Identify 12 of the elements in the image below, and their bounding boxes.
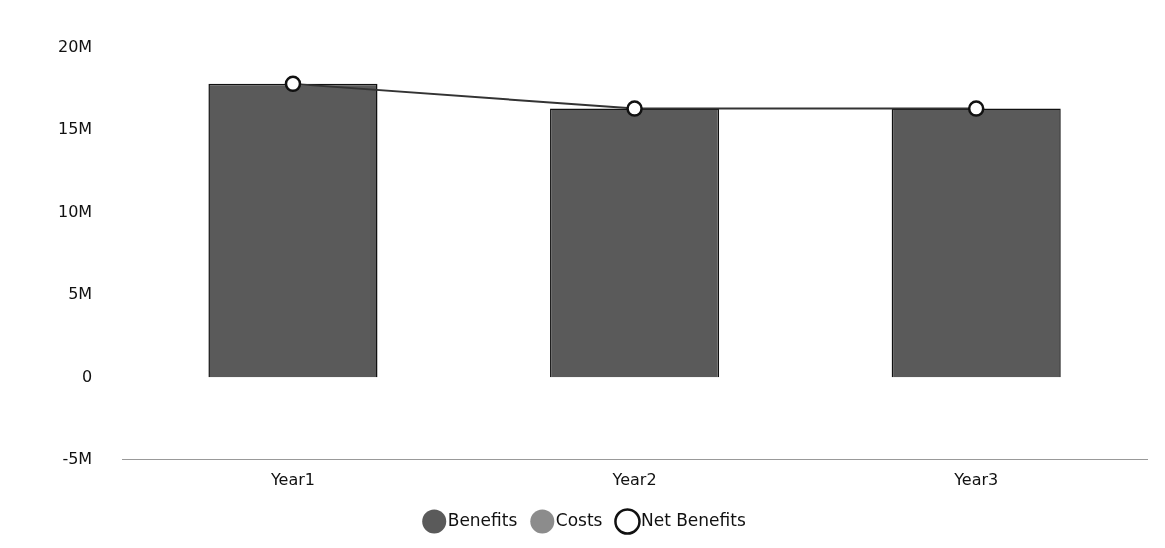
legend-label: Net Benefits (640, 509, 746, 530)
y-tick-label: 20M (57, 36, 93, 56)
y-tick-label: -5M (62, 448, 93, 468)
legend-label: Costs (555, 509, 603, 530)
x-tick-label: Year3 (953, 469, 999, 489)
y-tick-label: 10M (57, 201, 93, 221)
legend-label: Benefits (447, 509, 518, 530)
x-tick-label: Year2 (611, 469, 657, 489)
y-tick-label: 5M (68, 284, 93, 304)
x-tick-label: Year1 (269, 469, 315, 489)
y-tick-label: 15M (57, 119, 93, 139)
y-tick-label: 0 (81, 366, 93, 386)
